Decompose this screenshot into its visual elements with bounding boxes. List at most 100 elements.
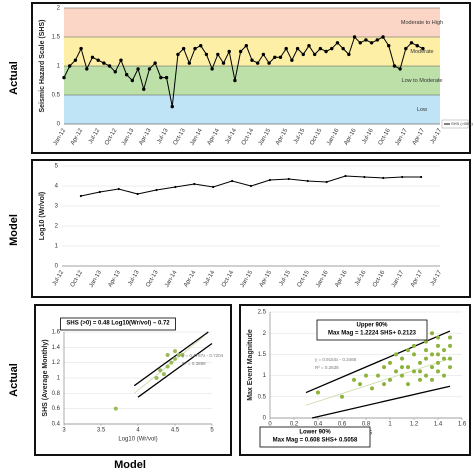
y-tick-label: 1 <box>57 64 61 70</box>
band-label: Low to Moderate <box>402 78 443 84</box>
bound-line <box>133 331 209 387</box>
point <box>381 35 385 39</box>
x-tick-label: 1.4 <box>434 422 443 428</box>
point <box>436 352 440 357</box>
point <box>193 182 196 186</box>
point <box>400 365 404 370</box>
point <box>418 377 422 382</box>
y-tick-label: 0 <box>55 264 59 270</box>
point <box>165 353 170 357</box>
point <box>73 58 78 62</box>
point <box>79 194 82 198</box>
point <box>204 52 209 57</box>
point <box>244 44 249 48</box>
point <box>136 67 140 71</box>
point <box>409 41 414 45</box>
annotation: Max Mag = 1.2224 SHS+ 0.2123 <box>328 331 417 337</box>
x-axis-title: Log10 (Wr/vol) <box>118 437 157 443</box>
side-label: Model <box>8 214 20 246</box>
panel <box>31 159 471 298</box>
point <box>107 64 112 68</box>
point <box>316 390 320 395</box>
point <box>363 175 366 179</box>
point <box>164 75 169 80</box>
point <box>113 406 118 411</box>
annotation-box <box>316 319 428 341</box>
point <box>424 339 428 344</box>
y-tick-label: 2 <box>57 6 61 12</box>
annotation: Max Mag = 0.608 SHS+ 0.5058 <box>273 438 358 444</box>
point <box>117 187 120 191</box>
point <box>394 352 398 357</box>
y-axis-title: Log10 (Wr/vol) <box>39 192 46 240</box>
point <box>400 356 404 361</box>
point <box>335 41 340 45</box>
point <box>174 185 177 189</box>
point <box>153 61 157 65</box>
point <box>284 46 288 51</box>
point <box>124 73 129 77</box>
band <box>64 95 440 124</box>
point <box>370 386 374 391</box>
point <box>375 38 380 42</box>
y-tick-label: 3 <box>55 204 59 210</box>
band-label: Moderate <box>410 49 433 55</box>
point <box>412 369 416 374</box>
point <box>448 343 452 348</box>
point <box>415 44 419 48</box>
y-tick-label: 0.8 <box>52 391 61 397</box>
annotation: y = 0.4787x - 0.7204 <box>182 353 224 358</box>
point <box>398 67 402 71</box>
x-tick-label: 0.6 <box>338 422 347 428</box>
point <box>312 52 317 57</box>
point <box>442 373 446 378</box>
point <box>448 365 452 370</box>
line <box>63 36 424 107</box>
point <box>388 377 392 382</box>
point <box>364 38 368 42</box>
point <box>212 185 215 189</box>
point <box>154 376 159 380</box>
point <box>180 353 185 357</box>
point <box>382 176 385 180</box>
point <box>436 369 440 374</box>
point <box>430 365 434 370</box>
point <box>324 49 328 54</box>
x-tick-label: 0.4 <box>314 422 323 428</box>
point <box>261 52 266 57</box>
annotation: y = 0.9154x - 0.3468 <box>315 357 357 362</box>
point <box>79 46 83 51</box>
annotation: Upper 90% <box>356 323 388 329</box>
point <box>199 44 203 48</box>
point <box>412 352 416 357</box>
point <box>418 360 422 365</box>
side-label: Actual <box>8 61 20 95</box>
point <box>448 356 452 361</box>
bound-line <box>311 385 451 419</box>
point <box>330 46 334 51</box>
point <box>341 46 345 51</box>
point <box>340 394 344 399</box>
point <box>96 58 100 62</box>
point <box>347 52 351 57</box>
point <box>424 348 428 353</box>
y-tick-label: 1.5 <box>52 35 61 41</box>
point <box>430 331 434 336</box>
x-tick-label: 0 <box>268 422 272 428</box>
point <box>67 64 72 68</box>
point <box>250 58 254 62</box>
y-tick-label: 1.4 <box>52 345 61 351</box>
y-tick-label: 0.5 <box>258 394 267 400</box>
annotation: R² = 0.2638 <box>315 365 339 370</box>
point <box>430 377 434 382</box>
point <box>424 356 428 361</box>
x-tick-label: 4 <box>136 428 140 434</box>
y-axis-title: Max Event Magnitude <box>247 329 254 401</box>
point <box>142 87 146 91</box>
annotation-box <box>259 426 371 448</box>
point <box>344 174 347 178</box>
point <box>268 178 271 182</box>
x-tick-label: 5 <box>210 428 214 434</box>
point <box>267 61 271 65</box>
